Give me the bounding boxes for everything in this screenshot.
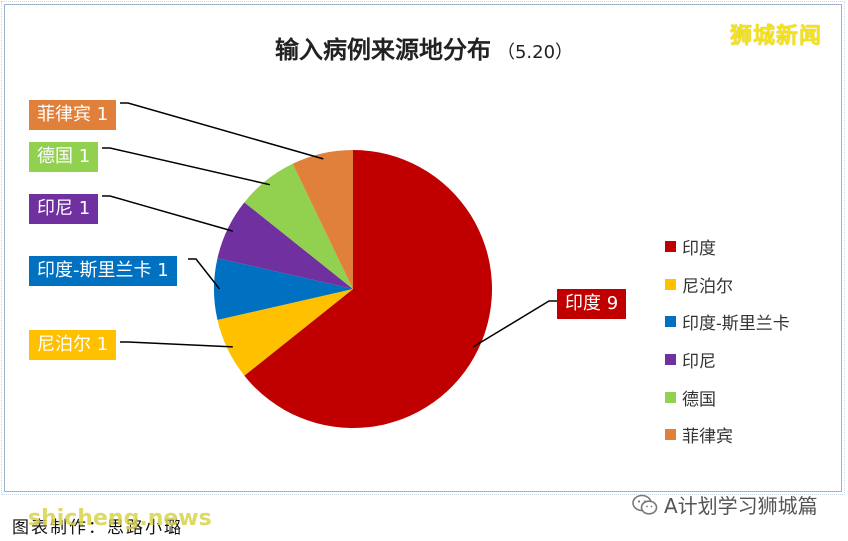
legend-swatch — [665, 354, 676, 366]
pie-slice-5 — [292, 150, 353, 289]
legend-label: 印度 — [682, 239, 716, 260]
chart-title: 输入病例来源地分布 （5.20） — [0, 30, 848, 65]
data-label-4: 德国 1 — [29, 142, 99, 172]
legend-label: 尼泊尔 — [682, 276, 733, 297]
pie-slice-4 — [244, 163, 353, 289]
legend-item-3: 印尼 — [665, 341, 790, 379]
pie-slice-1 — [217, 289, 353, 376]
legend-label: 德国 — [682, 389, 716, 410]
legend-swatch — [665, 278, 676, 290]
legend-item-4: 德国 — [665, 378, 790, 416]
legend-swatch — [665, 241, 676, 253]
legend-swatch — [665, 429, 676, 441]
leader-line-2 — [188, 258, 221, 290]
pie-slice-0 — [244, 150, 493, 428]
data-label-1: 尼泊尔 1 — [29, 330, 117, 360]
chart-legend: 印度尼泊尔印度-斯里兰卡 印尼德国菲律宾 — [665, 228, 790, 454]
leader-line-0 — [472, 300, 557, 348]
leader-line-1 — [120, 341, 233, 348]
wechat-icon — [632, 494, 658, 515]
footer-site-watermark: shicheng.news — [28, 506, 212, 531]
legend-label: 印度-斯里兰卡 — [682, 314, 790, 335]
legend-label: 印尼 — [682, 352, 716, 373]
chart-subtitle: （5.20） — [496, 42, 574, 63]
legend-item-5: 菲律宾 — [665, 416, 790, 454]
data-label-2: 印度-斯里兰卡 1 — [29, 256, 177, 286]
leader-line-5 — [120, 102, 324, 160]
pie-slice-3 — [217, 202, 353, 289]
chart-title-text: 输入病例来源地分布 — [274, 36, 491, 64]
legend-item-2: 印度-斯里兰卡 — [665, 303, 790, 341]
leader-line-4 — [102, 147, 270, 186]
legend-item-1: 尼泊尔 — [665, 266, 790, 304]
data-label-3: 印尼 1 — [29, 194, 99, 224]
footer-credit: 图表制作：思路小璐 — [12, 518, 183, 538]
leader-line-3 — [102, 195, 233, 232]
legend-swatch — [665, 391, 676, 403]
wechat-account: A计划学习狮城篇 — [632, 490, 818, 519]
legend-swatch — [665, 316, 676, 328]
brand-logo-text: 狮城新闻 — [730, 24, 823, 49]
chart-frame — [1, 1, 845, 495]
data-label-0: 印度 9 — [557, 289, 627, 319]
legend-item-0: 印度 — [665, 228, 790, 266]
pie-slice-2 — [214, 258, 353, 320]
wechat-account-name: A计划学习狮城篇 — [664, 494, 818, 518]
data-label-5: 菲律宾 1 — [29, 100, 117, 130]
legend-label: 菲律宾 — [682, 427, 733, 448]
